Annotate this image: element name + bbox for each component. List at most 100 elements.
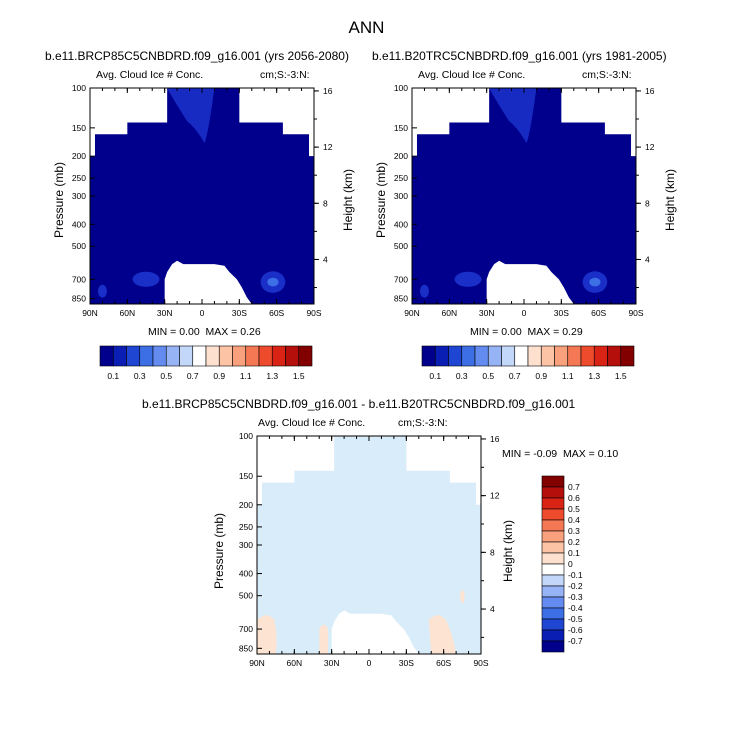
panel-2-xtick-label: 60S bbox=[591, 308, 606, 318]
panel-2-ytick-label: 400 bbox=[394, 219, 408, 229]
colorbar-abs-label: 1.5 bbox=[615, 371, 627, 381]
panel-2-ytick-label: 200 bbox=[394, 151, 408, 161]
panel-2-upper-tongue bbox=[489, 88, 537, 144]
colorbar-diff-swatch bbox=[541, 486, 565, 499]
panel-1-xtick-label: 30N bbox=[157, 308, 173, 318]
panel-3-title: b.e11.BRCP85C5CNBDRD.f09_g16.001 - b.e11… bbox=[142, 397, 576, 411]
panel-1-minmax: MIN = 0.00 MAX = 0.26 bbox=[148, 326, 261, 338]
panel-1-variable-label: Avg. Cloud Ice # Conc. bbox=[96, 69, 204, 81]
panel-2-ytick-label: 150 bbox=[394, 123, 408, 133]
panel-2-ytick-label: 850 bbox=[394, 293, 408, 303]
figure-title: ANN bbox=[348, 18, 385, 37]
panel-2-xtick-label: 60N bbox=[442, 308, 458, 318]
panel-2-ytick-label: 250 bbox=[394, 173, 408, 183]
panel-3-ytick-label: 300 bbox=[239, 540, 253, 550]
panel-1-mask-upper-left bbox=[90, 88, 168, 157]
colorbar-diff-label: -0.2 bbox=[568, 581, 583, 591]
panel-3-ytick-label: 400 bbox=[239, 569, 253, 579]
panel-3-htick-label: 4 bbox=[490, 604, 495, 614]
panel-1-xtick-label: 60N bbox=[120, 308, 136, 318]
panel-1-xtick-label: 30S bbox=[232, 308, 247, 318]
colorbar-diff-swatch bbox=[541, 530, 565, 543]
panel-3-max-value: 0.10 bbox=[597, 448, 619, 460]
panel-1-feature-polar bbox=[97, 284, 107, 298]
panel-2-title: b.e11.B20TRC5CNBDRD.f09_g16.001 (yrs 198… bbox=[372, 49, 667, 63]
colorbar-diff-swatch bbox=[541, 497, 565, 510]
colorbar-diff-label: 0.6 bbox=[568, 493, 580, 503]
panel-3-ytick-label: 150 bbox=[239, 471, 253, 481]
colorbar-diff-label: -0.3 bbox=[568, 592, 583, 602]
panel-1-upper-tongue bbox=[167, 88, 215, 144]
panel-3-mask-upper-left bbox=[257, 436, 335, 505]
panel-1-ytick-label: 200 bbox=[72, 151, 86, 161]
panel-1-ytick-label: 250 bbox=[72, 173, 86, 183]
colorbar-diff-swatch bbox=[541, 574, 565, 587]
colorbar-diff-label: 0.2 bbox=[568, 537, 580, 547]
colorbar-diff-swatch bbox=[541, 640, 565, 653]
panel-2-min-label: MIN = bbox=[470, 326, 499, 338]
panel-1-ytick-label: 300 bbox=[72, 191, 86, 201]
panel-2-ytick-label: 700 bbox=[394, 274, 408, 284]
colorbar-abs-label: 1.5 bbox=[293, 371, 305, 381]
panel-3-feature-tropic bbox=[319, 624, 328, 654]
panel-1-title: b.e11.BRCP85C5CNBDRD.f09_g16.001 (yrs 20… bbox=[45, 49, 349, 63]
colorbar-abs-label: 0.1 bbox=[107, 371, 119, 381]
colorbar-diff-label: 0.7 bbox=[568, 482, 580, 492]
panel-3-minmax: MIN = -0.09 MAX = 0.10 bbox=[502, 448, 618, 460]
panel-1-ytick-label: 500 bbox=[72, 241, 86, 251]
colorbar-abs-label: 1.3 bbox=[266, 371, 278, 381]
panel-1-xtick-label: 90S bbox=[306, 308, 321, 318]
colorbar-diff-label: -0.5 bbox=[568, 614, 583, 624]
colorbar-diff-swatch bbox=[541, 563, 565, 576]
colorbar-diff-swatch bbox=[541, 519, 565, 532]
panel-2-orography bbox=[486, 260, 574, 304]
panel-1-feature-nh bbox=[132, 271, 160, 287]
panel-3-xtick-label: 0 bbox=[367, 658, 372, 668]
panel-1-ytick-label: 400 bbox=[72, 219, 86, 229]
panel-1-orography bbox=[164, 260, 252, 304]
panel-1-htick-label: 4 bbox=[323, 254, 328, 264]
panel-3-htick-label: 12 bbox=[490, 491, 500, 501]
panel-2-units-label: cm;S:-3:N: bbox=[582, 69, 632, 81]
panel-3-feature-upper bbox=[460, 590, 465, 604]
panel-2-xtick-label: 90N bbox=[404, 308, 420, 318]
colorbar-abs-label: 0.5 bbox=[482, 371, 494, 381]
panel-2-mask-upper-right bbox=[561, 88, 636, 157]
panel-2-xtick-label: 90S bbox=[628, 308, 643, 318]
panel-3-ytick-label: 850 bbox=[239, 643, 253, 653]
panel-3-variable-label: Avg. Cloud Ice # Conc. bbox=[258, 417, 366, 429]
panel-2-htick-label: 12 bbox=[645, 142, 655, 152]
panel-2-xtick-label: 0 bbox=[522, 308, 527, 318]
panel-3-xtick-label: 60N bbox=[287, 658, 303, 668]
colorbar-diff-swatch bbox=[541, 508, 565, 521]
panel-2-xtick-label: 30N bbox=[479, 308, 495, 318]
colorbar-abs-label: 1.1 bbox=[562, 371, 574, 381]
colorbar-diff-label: 0 bbox=[568, 559, 573, 569]
panel-3-ytick-label: 200 bbox=[239, 500, 253, 510]
colorbar-abs-swatch bbox=[620, 345, 635, 367]
panel-3-feature-sh bbox=[428, 615, 457, 654]
panel-1-xtick-label: 90N bbox=[82, 308, 98, 318]
panel-3-max-label: MAX = bbox=[563, 448, 595, 460]
panel-3-xtick-label: 60S bbox=[436, 658, 451, 668]
panel-1-ytick-label: 700 bbox=[72, 274, 86, 284]
colorbar-diff-label: -0.4 bbox=[568, 603, 583, 613]
panel-1-xtick-label: 0 bbox=[200, 308, 205, 318]
colorbar-abs-label: 0.9 bbox=[213, 371, 225, 381]
panel-2-variable-label: Avg. Cloud Ice # Conc. bbox=[418, 69, 526, 81]
panel-2-htick-label: 4 bbox=[645, 254, 650, 264]
panel-1-feature-sh-core bbox=[267, 277, 279, 287]
panel-1-htick-label: 16 bbox=[323, 86, 333, 96]
panel-1-ytick-label: 100 bbox=[72, 83, 86, 93]
panel-3-ytick-label: 250 bbox=[239, 522, 253, 532]
panel-3-ytick-label: 100 bbox=[239, 431, 253, 441]
panel-1-min-value: 0.00 bbox=[179, 326, 200, 338]
colorbar-abs-label: 0.7 bbox=[509, 371, 521, 381]
panel-1-max-label: MAX = bbox=[205, 326, 238, 338]
colorbar-abs-label: 1.1 bbox=[240, 371, 252, 381]
colorbar-abs-label: 1.3 bbox=[588, 371, 600, 381]
